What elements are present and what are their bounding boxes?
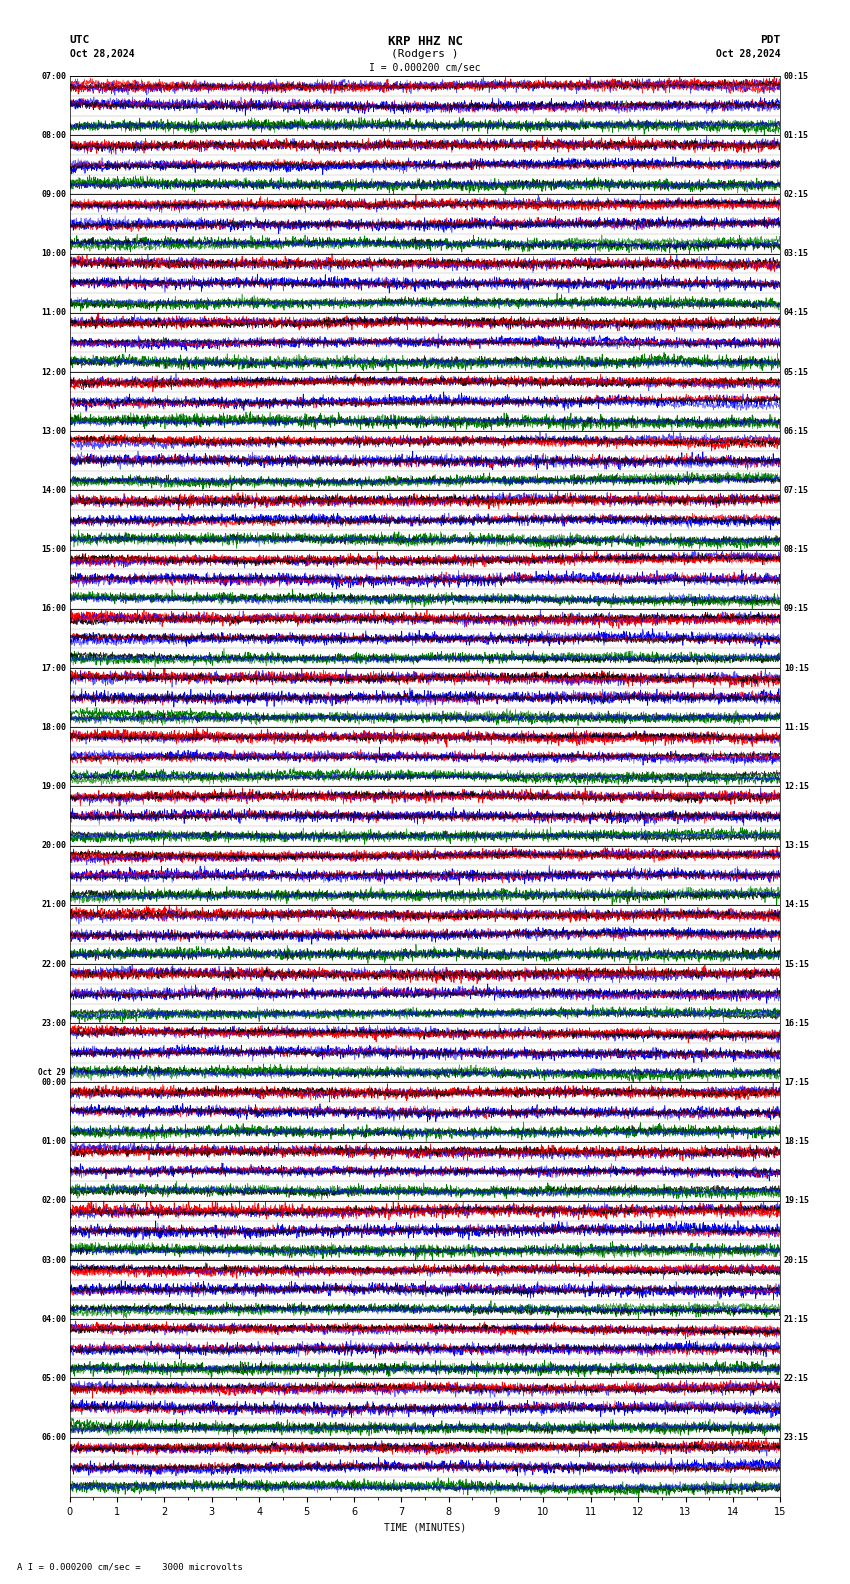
Text: 00:15: 00:15 <box>784 71 809 81</box>
Text: 01:00: 01:00 <box>41 1137 66 1147</box>
Text: 16:15: 16:15 <box>784 1019 809 1028</box>
Text: 15:00: 15:00 <box>41 545 66 554</box>
Text: 11:15: 11:15 <box>784 722 809 732</box>
Text: 01:15: 01:15 <box>784 131 809 139</box>
Text: KRP HHZ NC: KRP HHZ NC <box>388 35 462 48</box>
Text: 09:00: 09:00 <box>41 190 66 200</box>
Text: 12:15: 12:15 <box>784 782 809 790</box>
Text: Oct 29: Oct 29 <box>38 1068 66 1077</box>
Text: PDT: PDT <box>760 35 780 44</box>
Text: 16:00: 16:00 <box>41 605 66 613</box>
Text: 04:15: 04:15 <box>784 309 809 317</box>
Text: 13:00: 13:00 <box>41 426 66 436</box>
Text: 07:15: 07:15 <box>784 486 809 494</box>
Text: 13:15: 13:15 <box>784 841 809 851</box>
Text: 19:15: 19:15 <box>784 1196 809 1205</box>
Text: 22:00: 22:00 <box>41 960 66 968</box>
Text: 23:00: 23:00 <box>41 1019 66 1028</box>
Text: 05:15: 05:15 <box>784 367 809 377</box>
Text: 12:00: 12:00 <box>41 367 66 377</box>
Text: I = 0.000200 cm/sec: I = 0.000200 cm/sec <box>369 63 481 73</box>
Text: 18:00: 18:00 <box>41 722 66 732</box>
Text: 07:00: 07:00 <box>41 71 66 81</box>
Text: (Rodgers ): (Rodgers ) <box>391 49 459 59</box>
Text: 21:00: 21:00 <box>41 900 66 909</box>
Text: UTC: UTC <box>70 35 90 44</box>
Text: 02:00: 02:00 <box>41 1196 66 1205</box>
Text: 06:15: 06:15 <box>784 426 809 436</box>
Text: 15:15: 15:15 <box>784 960 809 968</box>
Text: 21:15: 21:15 <box>784 1315 809 1324</box>
Text: 10:15: 10:15 <box>784 664 809 673</box>
X-axis label: TIME (MINUTES): TIME (MINUTES) <box>384 1522 466 1532</box>
Text: 06:00: 06:00 <box>41 1434 66 1441</box>
Text: 04:00: 04:00 <box>41 1315 66 1324</box>
Text: 14:15: 14:15 <box>784 900 809 909</box>
Text: A I = 0.000200 cm/sec =    3000 microvolts: A I = 0.000200 cm/sec = 3000 microvolts <box>17 1562 243 1571</box>
Text: 14:00: 14:00 <box>41 486 66 494</box>
Text: 20:15: 20:15 <box>784 1256 809 1264</box>
Text: 20:00: 20:00 <box>41 841 66 851</box>
Text: 03:15: 03:15 <box>784 249 809 258</box>
Text: 23:15: 23:15 <box>784 1434 809 1441</box>
Text: 17:00: 17:00 <box>41 664 66 673</box>
Text: 22:15: 22:15 <box>784 1373 809 1383</box>
Text: 08:15: 08:15 <box>784 545 809 554</box>
Text: Oct 28,2024: Oct 28,2024 <box>70 49 134 59</box>
Text: 09:15: 09:15 <box>784 605 809 613</box>
Text: 18:15: 18:15 <box>784 1137 809 1147</box>
Text: 17:15: 17:15 <box>784 1079 809 1087</box>
Text: 10:00: 10:00 <box>41 249 66 258</box>
Text: 11:00: 11:00 <box>41 309 66 317</box>
Text: 19:00: 19:00 <box>41 782 66 790</box>
Text: Oct 28,2024: Oct 28,2024 <box>716 49 780 59</box>
Text: 03:00: 03:00 <box>41 1256 66 1264</box>
Text: 02:15: 02:15 <box>784 190 809 200</box>
Text: 00:00: 00:00 <box>41 1079 66 1087</box>
Text: 05:00: 05:00 <box>41 1373 66 1383</box>
Text: 08:00: 08:00 <box>41 131 66 139</box>
